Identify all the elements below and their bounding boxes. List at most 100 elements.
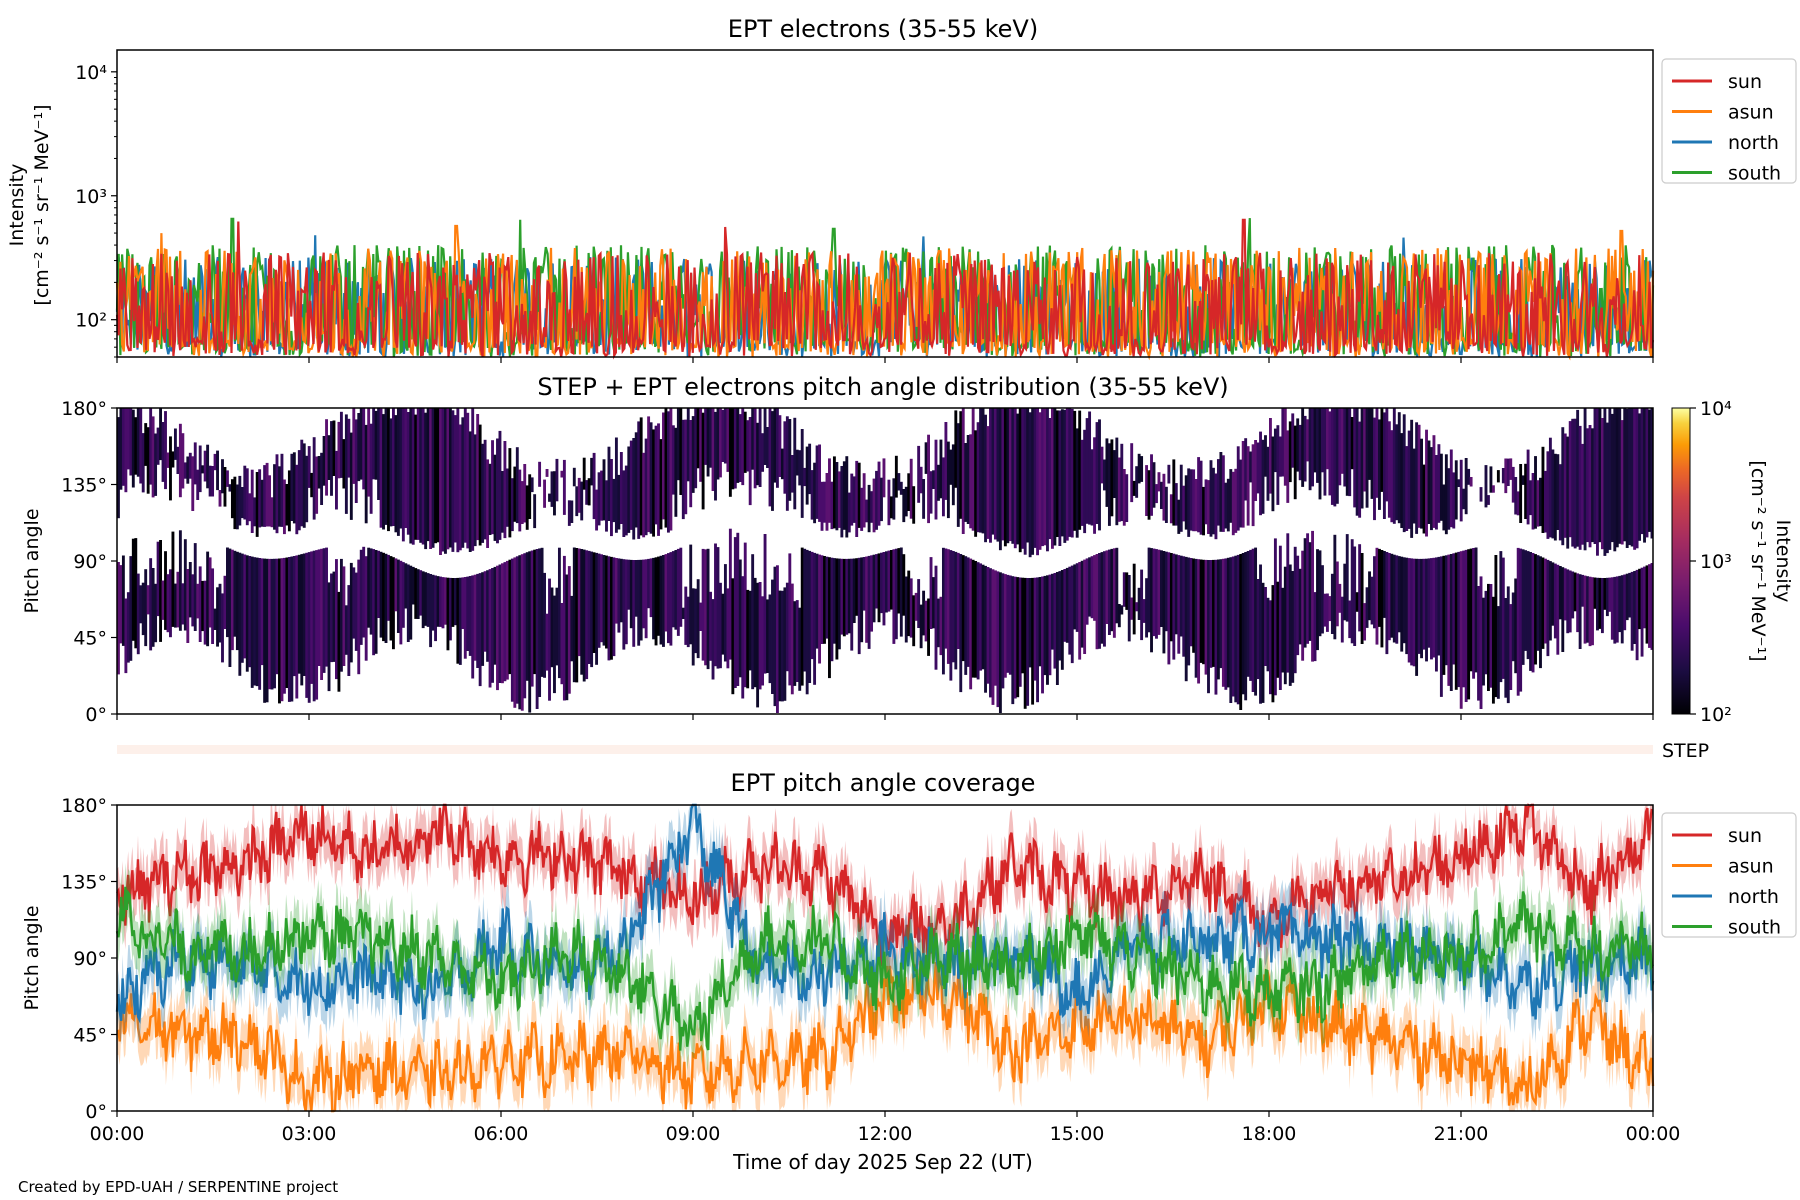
- heatmap-cell: [1221, 558, 1225, 687]
- heatmap-cell: [330, 421, 333, 496]
- heatmap-cell: [203, 580, 207, 645]
- heatmap-cell: [1370, 576, 1374, 625]
- heatmap-cell: [996, 571, 1000, 708]
- heatmap-cell: [1068, 408, 1072, 537]
- heatmap-cell: [1298, 568, 1302, 645]
- heatmap-cell: [1335, 408, 1339, 504]
- heatmap-cell: [669, 408, 673, 531]
- heatmap-cell: [1643, 566, 1646, 629]
- heatmap-cell: [966, 435, 970, 524]
- heatmap-cell: [1236, 446, 1240, 531]
- heatmap-cell: [949, 550, 953, 681]
- heatmap-cell: [605, 480, 608, 532]
- heatmap-cell: [984, 414, 987, 543]
- heatmap-cell: [1454, 460, 1458, 520]
- heatmap-cell: [592, 452, 596, 520]
- heatmap-cell: [674, 550, 678, 630]
- legend-label-asun: asun: [1728, 856, 1774, 878]
- heatmap-cell: [1167, 552, 1171, 665]
- heatmap-cell: [1400, 433, 1404, 528]
- heatmap-cell: [785, 416, 789, 511]
- heatmap-cell: [1479, 576, 1483, 709]
- heatmap-cell: [763, 408, 767, 465]
- heatmap-cell: [1427, 558, 1431, 648]
- heatmap-cell: [515, 447, 519, 524]
- x-tick-label: 15:00: [1050, 1123, 1105, 1145]
- heatmap-cell: [738, 414, 742, 482]
- heatmap-cell: [206, 444, 210, 489]
- heatmap-cell: [1303, 415, 1307, 482]
- heatmap-cell: [349, 562, 353, 663]
- heatmap-cell: [763, 534, 767, 674]
- heatmap-cell: [1013, 408, 1017, 549]
- heatmap-cell: [855, 460, 859, 537]
- heatmap-cell: [1630, 571, 1634, 651]
- heatmap-cell: [1117, 604, 1121, 628]
- heatmap-cell: [1100, 446, 1104, 484]
- heatmap-cell: [639, 559, 643, 641]
- heatmap-cell: [416, 569, 420, 619]
- heatmap-cell: [1298, 424, 1302, 481]
- heatmap-cell: [1137, 453, 1141, 484]
- heatmap-cell: [213, 608, 217, 630]
- heatmap-cell: [176, 446, 180, 474]
- heatmap-cell: [1469, 548, 1473, 672]
- heatmap-cell: [766, 427, 769, 468]
- heatmap-cell: [1321, 408, 1324, 473]
- heatmap-cell: [233, 550, 237, 637]
- heatmap-cell: [342, 566, 346, 666]
- heatmap-cell: [486, 459, 490, 548]
- heatmap-cell: [979, 408, 983, 533]
- heatmap-cell: [949, 449, 953, 485]
- heatmap-cell: [131, 538, 135, 641]
- heatmap-cell: [1246, 446, 1250, 526]
- heatmap-cell: [1529, 480, 1533, 516]
- heatmap-cell: [337, 591, 341, 692]
- heatmap-cell: [1112, 450, 1116, 498]
- heatmap-cell: [1293, 546, 1297, 674]
- heatmap-cell: [1643, 408, 1646, 543]
- heatmap-cell: [208, 557, 212, 628]
- heatmap-cell: [1635, 408, 1639, 549]
- heatmap-cell: [927, 598, 930, 656]
- heatmap-cell: [1060, 570, 1064, 670]
- heatmap-cell: [780, 590, 784, 702]
- heatmap-cell: [1561, 427, 1565, 546]
- heatmap-cell: [1003, 408, 1007, 547]
- heatmap-cell: [372, 549, 376, 656]
- heatmap-cell: [694, 588, 698, 654]
- heatmap-cell: [597, 553, 601, 648]
- heatmap-cell: [1420, 438, 1423, 529]
- heatmap-cell: [1442, 484, 1446, 531]
- heatmap-cell: [1085, 418, 1089, 524]
- heatmap-cell: [1189, 558, 1193, 647]
- heatmap-cell: [719, 582, 722, 669]
- heatmap-cell: [1080, 439, 1084, 526]
- heatmap-cell: [1514, 578, 1518, 674]
- heatmap-cell: [1437, 444, 1441, 523]
- heatmap-cell: [637, 421, 641, 539]
- heatmap-cell: [1179, 555, 1183, 637]
- heatmap-cell: [1625, 573, 1629, 621]
- heatmap-cell: [699, 408, 703, 482]
- heatmap-cell: [726, 408, 730, 472]
- heatmap-cell: [1065, 408, 1069, 541]
- heatmap-cell: [156, 541, 160, 617]
- heatmap-cell: [1192, 558, 1196, 653]
- heatmap-cell: [525, 552, 529, 681]
- heatmap-cell: [1645, 565, 1649, 644]
- heatmap-cell: [1006, 574, 1010, 673]
- heatmap-cell: [775, 408, 779, 488]
- heatmap-cell: [664, 408, 668, 528]
- heatmap-cell: [872, 554, 876, 623]
- heatmap-cell: [453, 415, 457, 543]
- heatmap-cell: [1006, 408, 1010, 544]
- heatmap-cell: [1239, 554, 1243, 710]
- heatmap-cell: [803, 548, 807, 672]
- heatmap-cell: [1353, 546, 1357, 646]
- heatmap-cell: [1325, 593, 1329, 632]
- heatmap-cell: [278, 466, 281, 527]
- heatmap-cell: [1415, 422, 1419, 534]
- heatmap-cell: [151, 568, 155, 647]
- heatmap-cell: [354, 572, 358, 651]
